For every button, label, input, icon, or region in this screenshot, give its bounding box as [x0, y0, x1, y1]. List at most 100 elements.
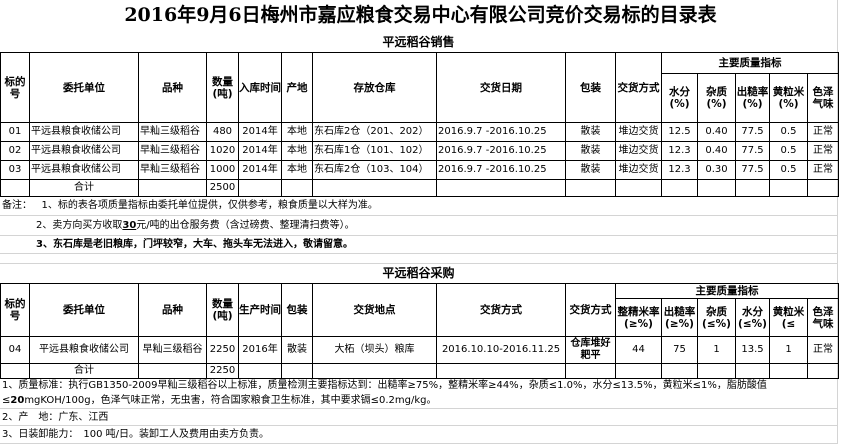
- table-cell: 01: [0, 122, 30, 142]
- empty-cell: [0, 179, 30, 197]
- column-header: 交货方式: [565, 283, 616, 337]
- purchase-table: 标的号 委托单位 品种 数量(吨) 生产时间 包装 交货地点 交货方式 交货方式 主要质量指标 整…: [0, 283, 840, 379]
- empty-cell: [281, 363, 313, 379]
- table-cell: 2014年: [238, 141, 282, 161]
- table-cell: 早籼三级稻谷: [138, 141, 207, 161]
- quality-column-header: 出糙率(≥%): [661, 298, 698, 337]
- column-header: 品种: [138, 52, 207, 123]
- table-cell: 散装: [565, 141, 616, 161]
- column-header: 产地: [281, 52, 313, 123]
- table-cell: 早籼三级稻谷: [138, 122, 207, 142]
- table-cell: 正常: [806, 141, 840, 161]
- table-cell: 12.3: [661, 141, 698, 161]
- table-cell: 散装: [565, 160, 616, 180]
- empty-cell: [138, 179, 207, 197]
- table-cell: 散装: [565, 122, 616, 142]
- table-cell: 77.5: [735, 141, 770, 161]
- table-row: 01 平远县粮食收储公司 早籼三级稻谷 480 2014年 本地 东石库2仓（201、202…: [0, 122, 840, 142]
- quality-column-header: 杂质(≤%): [697, 298, 736, 337]
- notes-label: 备注：: [2, 200, 32, 211]
- quality-group-header: 主要质量指标: [660, 52, 840, 74]
- empty-cell: [565, 179, 616, 197]
- note-text: mgKOH/100g，色泽气味正常，无虫害，符合国家粮食卫生标准，其中要求镉≤0…: [24, 395, 437, 406]
- table-cell: 堆边交货: [615, 122, 662, 142]
- table-cell: 本地: [281, 122, 313, 142]
- table-row: 03 平远县粮食收储公司 早籼三级稻谷 1000 2014年 本地 东石库2仓（103、10…: [0, 160, 840, 180]
- empty-cell: [281, 179, 313, 197]
- purchase-note-2: 2、产 地：广东、江西: [0, 409, 837, 426]
- note-text: 元/吨的出仓服务费（含过磅费、整理清扫费等）。: [136, 220, 355, 231]
- table-cell: 平远县粮食收储公司: [29, 141, 139, 161]
- table-cell: 75: [661, 336, 698, 364]
- table-row: 04 平远县粮食收储公司 早籼三级稻谷 2250 2016年 散装 大柘（坝头）粮库 2016…: [0, 336, 840, 364]
- empty-cell: [769, 179, 808, 197]
- quality-column-header: 整精米率(≥%): [615, 298, 662, 337]
- table-cell: 0.5: [769, 160, 808, 180]
- table-cell: 本地: [281, 141, 313, 161]
- table-cell: 12.3: [661, 160, 698, 180]
- quality-group-header: 主要质量指标: [614, 283, 840, 299]
- sales-note-1: 备注： 1、标的表各项质量指标由委托单位提供，仅供参考，粮食质量以大样为准。: [0, 196, 837, 216]
- table-cell: 2016.9.7 -2016.10.25: [436, 141, 566, 161]
- empty-cell: [565, 363, 616, 379]
- quality-column-header: 黄粒米(≤: [769, 298, 808, 337]
- table-cell: 0.30: [697, 160, 736, 180]
- table-cell: 03: [0, 160, 30, 180]
- table-cell: 2016.9.7 -2016.10.25: [436, 160, 566, 180]
- table-cell: 大柘（坝头）粮库: [312, 336, 437, 364]
- table-cell: 1020: [206, 141, 239, 161]
- column-header: 入库时间: [238, 52, 282, 123]
- total-value: 2500: [206, 179, 239, 197]
- quality-column-header: 出糙率(%): [735, 73, 770, 123]
- table-cell: 东石库1仓（101、102）: [312, 141, 437, 161]
- column-header: 交货方式: [436, 283, 566, 337]
- table-cell: 2250: [206, 336, 239, 364]
- total-row: 合计 2500: [0, 179, 840, 197]
- table-cell: 0.5: [769, 141, 808, 161]
- table-cell: 2016年: [238, 336, 282, 364]
- table-cell: 东石库2仓（103、104）: [312, 160, 437, 180]
- column-header: 交货日期: [436, 52, 566, 123]
- total-label: 合计: [29, 179, 139, 197]
- quality-column-header: 黄粒米(%): [769, 73, 808, 123]
- note-text: 2、卖方向买方收取: [36, 220, 123, 231]
- table-cell: 12.5: [661, 122, 698, 142]
- purchase-note-3: 3、日装卸能力： 100 吨/日。装卸工人及费用由卖方负责。: [0, 426, 837, 444]
- empty-cell: [615, 179, 662, 197]
- table-cell: 77.5: [735, 122, 770, 142]
- empty-cell: [735, 179, 770, 197]
- empty-cell: [806, 363, 840, 379]
- column-header: 存放仓库: [312, 52, 437, 123]
- sales-note-2: 2、卖方向买方收取30元/吨的出仓服务费（含过磅费、整理清扫费等）。: [0, 216, 837, 236]
- table-cell: 1: [697, 336, 736, 364]
- table-cell: 仓库堆好耙平: [565, 336, 616, 364]
- empty-cell: [735, 363, 770, 379]
- quality-column-header: 色泽气味: [806, 298, 840, 337]
- table-cell: 早籼三级稻谷: [138, 336, 207, 364]
- table-cell: 02: [0, 141, 30, 161]
- column-header: 委托单位: [29, 283, 139, 337]
- table-cell: 44: [615, 336, 662, 364]
- quality-column-header: 水分(%): [661, 73, 698, 123]
- empty-cell: [436, 179, 566, 197]
- table-cell: 0.40: [697, 122, 736, 142]
- table-cell: 77.5: [735, 160, 770, 180]
- purchase-note-1: 1、质量标准：执行GB1350-2009早籼三级稻谷以上标准，质量检测主要指标达…: [0, 378, 837, 409]
- column-header: 包装: [565, 52, 616, 123]
- table-cell: 平远县粮食收储公司: [29, 160, 139, 180]
- table-cell: 正常: [806, 160, 840, 180]
- empty-cell: [769, 363, 808, 379]
- sales-table: 标的号 委托单位 品种 数量(吨) 入库时间 产地 存放仓库 交货日期 包装 交货方式 主要质量指标…: [0, 52, 840, 197]
- column-header: 交货方式: [615, 52, 662, 123]
- column-header: 数量(吨): [206, 283, 239, 337]
- empty-cell: [312, 179, 437, 197]
- table-cell: 堆边交货: [615, 141, 662, 161]
- table-cell: 2014年: [238, 122, 282, 142]
- table-cell: 早籼三级稻谷: [138, 160, 207, 180]
- table-cell: 2016.10.10-2016.11.25: [436, 336, 566, 364]
- column-header: 生产时间: [238, 283, 282, 337]
- table-cell: 13.5: [735, 336, 770, 364]
- blank-row: [0, 254, 837, 264]
- table-cell: 本地: [281, 160, 313, 180]
- column-header: 交货地点: [312, 283, 437, 337]
